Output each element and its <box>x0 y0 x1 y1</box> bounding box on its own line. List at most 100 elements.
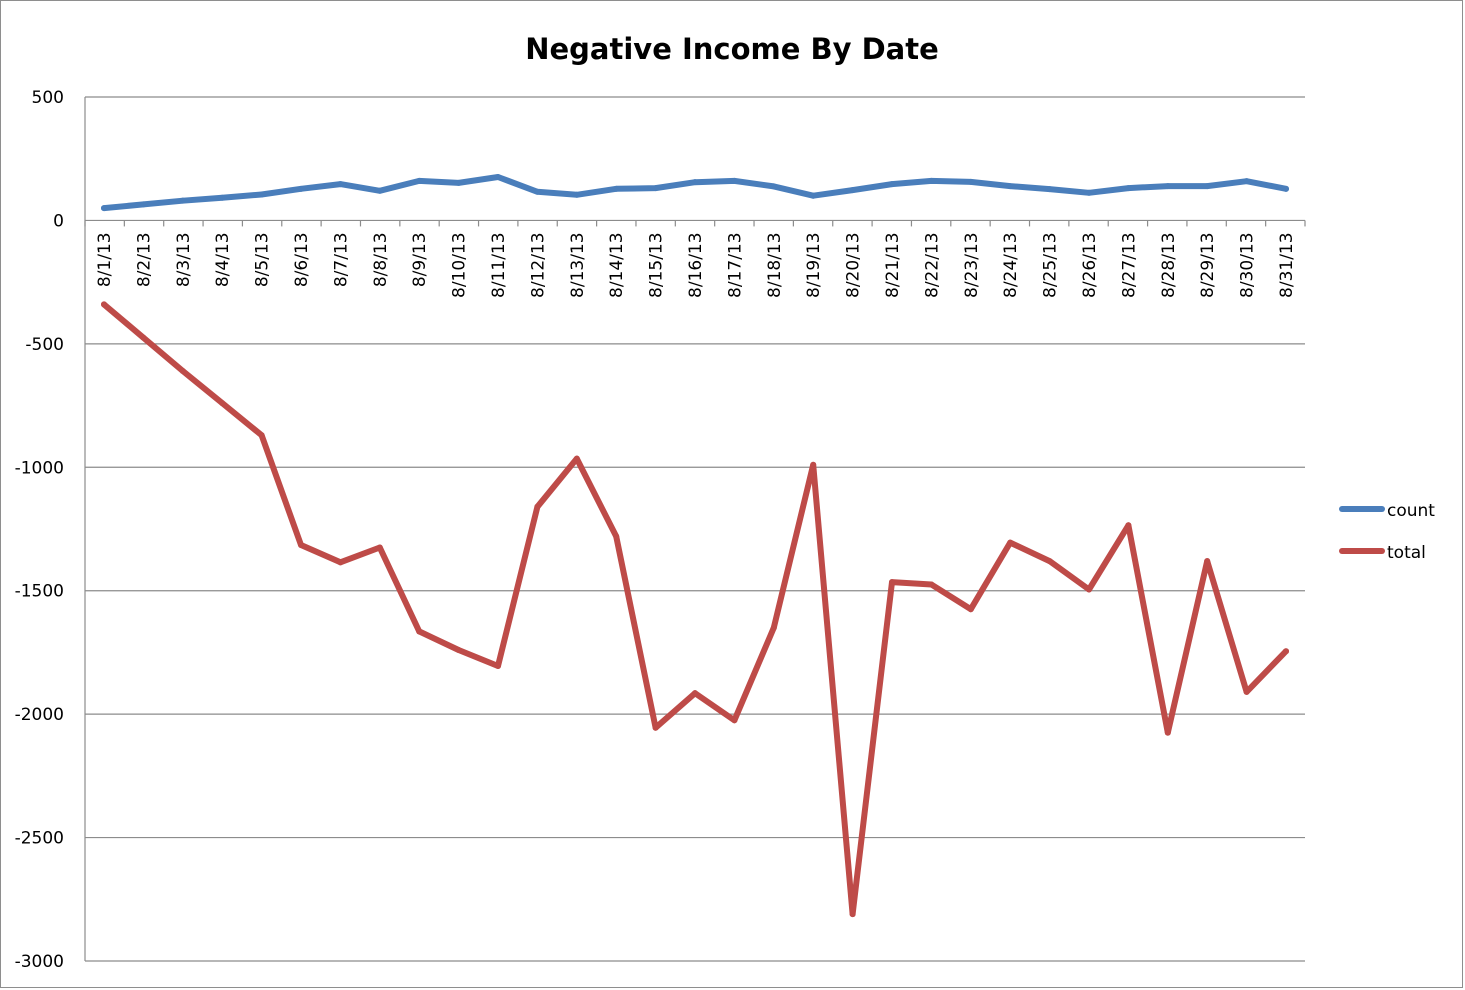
data-point-total <box>1125 522 1132 529</box>
data-point-total <box>1086 586 1092 593</box>
y-tick-label: 500 <box>32 88 64 108</box>
data-point-count <box>652 185 659 192</box>
x-tick-label: 8/23/13 <box>962 232 982 298</box>
x-tick-label: 8/15/13 <box>647 232 667 298</box>
data-point-count <box>337 181 344 188</box>
x-tick-label: 8/9/13 <box>410 232 430 287</box>
data-point-total <box>731 717 738 724</box>
data-point-total <box>967 606 974 613</box>
data-point-total <box>219 400 226 407</box>
x-tick-label: 8/30/13 <box>1238 232 1258 298</box>
y-tick-label: -3000 <box>15 952 64 972</box>
x-tick-label: 8/28/13 <box>1159 232 1179 298</box>
x-tick-label: 8/24/13 <box>1001 232 1021 298</box>
data-point-total <box>101 301 107 308</box>
data-point-total <box>928 581 935 588</box>
data-point-count <box>849 187 856 194</box>
y-tick-label: -1000 <box>15 458 64 478</box>
x-tick-label: 8/10/13 <box>450 232 470 298</box>
gridlines <box>84 96 1306 962</box>
data-point-total <box>1243 688 1250 695</box>
data-point-count <box>258 191 265 198</box>
data-point-total <box>455 646 462 653</box>
x-tick-label: 8/22/13 <box>922 232 942 298</box>
series-lines <box>101 173 1289 918</box>
x-tick-label: 8/26/13 <box>1080 232 1100 298</box>
data-point-count <box>1125 185 1132 192</box>
legend: count total <box>1339 501 1435 563</box>
data-point-total <box>140 334 147 341</box>
data-point-count <box>692 179 698 186</box>
legend-label-count: count <box>1387 501 1435 521</box>
data-point-count <box>179 197 186 204</box>
x-tick-label: 8/17/13 <box>725 232 745 298</box>
x-axis-tick-labels: 8/1/13 8/2/13 8/3/13 8/4/13 8/5/13 8/6/13 8/7/… <box>95 232 1297 298</box>
data-point-total <box>179 368 186 375</box>
data-point-total <box>613 533 620 540</box>
y-tick-label: 0 <box>53 211 64 231</box>
data-point-total <box>534 503 541 510</box>
x-tick-label: 8/13/13 <box>568 232 588 298</box>
x-tick-label: 8/18/13 <box>765 232 785 298</box>
series-line-total <box>101 301 1289 918</box>
data-point-total <box>376 544 383 551</box>
y-tick-label: -2500 <box>15 829 64 849</box>
x-tick-label: 8/7/13 <box>331 232 351 287</box>
legend-label-total: total <box>1387 543 1426 563</box>
data-point-count <box>1007 183 1014 190</box>
data-point-total <box>298 542 304 549</box>
data-point-count <box>1164 183 1171 190</box>
data-point-total <box>258 432 265 439</box>
y-tick-label: -1500 <box>15 582 64 602</box>
data-point-count <box>219 194 226 201</box>
data-point-count <box>495 173 501 180</box>
x-tick-label: 8/31/13 <box>1277 232 1297 298</box>
data-point-total <box>337 559 344 566</box>
chart-title: Negative Income By Date <box>525 32 939 66</box>
x-tick-label: 8/6/13 <box>292 232 312 287</box>
x-tick-label: 8/12/13 <box>528 232 548 298</box>
data-point-count <box>1204 183 1211 190</box>
data-point-count <box>298 185 304 192</box>
data-point-count <box>376 187 383 194</box>
data-point-total <box>1164 729 1171 736</box>
data-point-count <box>416 177 423 184</box>
data-point-count <box>140 201 147 208</box>
data-point-count <box>810 192 817 199</box>
y-tick-label: -2000 <box>15 705 64 725</box>
data-point-count <box>928 177 935 184</box>
x-tick-label: 8/1/13 <box>95 232 115 287</box>
x-tick-label: 8/20/13 <box>844 232 864 298</box>
data-point-count <box>613 185 620 192</box>
data-point-count <box>1046 186 1053 193</box>
data-point-total <box>1204 558 1211 565</box>
data-point-count <box>101 205 107 212</box>
x-tick-label: 8/11/13 <box>489 232 509 298</box>
x-tick-label: 8/25/13 <box>1041 232 1061 298</box>
x-tick-label: 8/4/13 <box>213 232 233 287</box>
data-point-count <box>1086 189 1092 196</box>
x-tick-label: 8/5/13 <box>253 232 273 287</box>
x-tick-label: 8/21/13 <box>883 232 903 298</box>
data-point-total <box>652 724 659 731</box>
y-axis-tick-labels: 500 0 -500 -1000 -1500 -2000 -2500 -3000 <box>15 88 64 972</box>
x-tick-label: 8/16/13 <box>686 232 706 298</box>
data-point-total <box>573 455 580 462</box>
data-point-count <box>731 177 738 184</box>
data-point-count <box>1243 178 1250 185</box>
data-point-count <box>573 191 580 198</box>
x-tick-label: 8/8/13 <box>371 232 391 287</box>
data-point-count <box>967 178 974 185</box>
data-point-total <box>1283 648 1289 655</box>
x-tick-label: 8/27/13 <box>1119 232 1139 298</box>
x-tick-label: 8/2/13 <box>134 232 154 287</box>
data-point-count <box>770 183 777 190</box>
data-point-total <box>416 628 423 635</box>
y-tick-label: -500 <box>25 335 64 355</box>
data-point-count <box>534 188 541 195</box>
x-tick-label: 8/14/13 <box>607 232 627 298</box>
data-point-total <box>495 663 501 670</box>
data-point-count <box>455 179 462 186</box>
